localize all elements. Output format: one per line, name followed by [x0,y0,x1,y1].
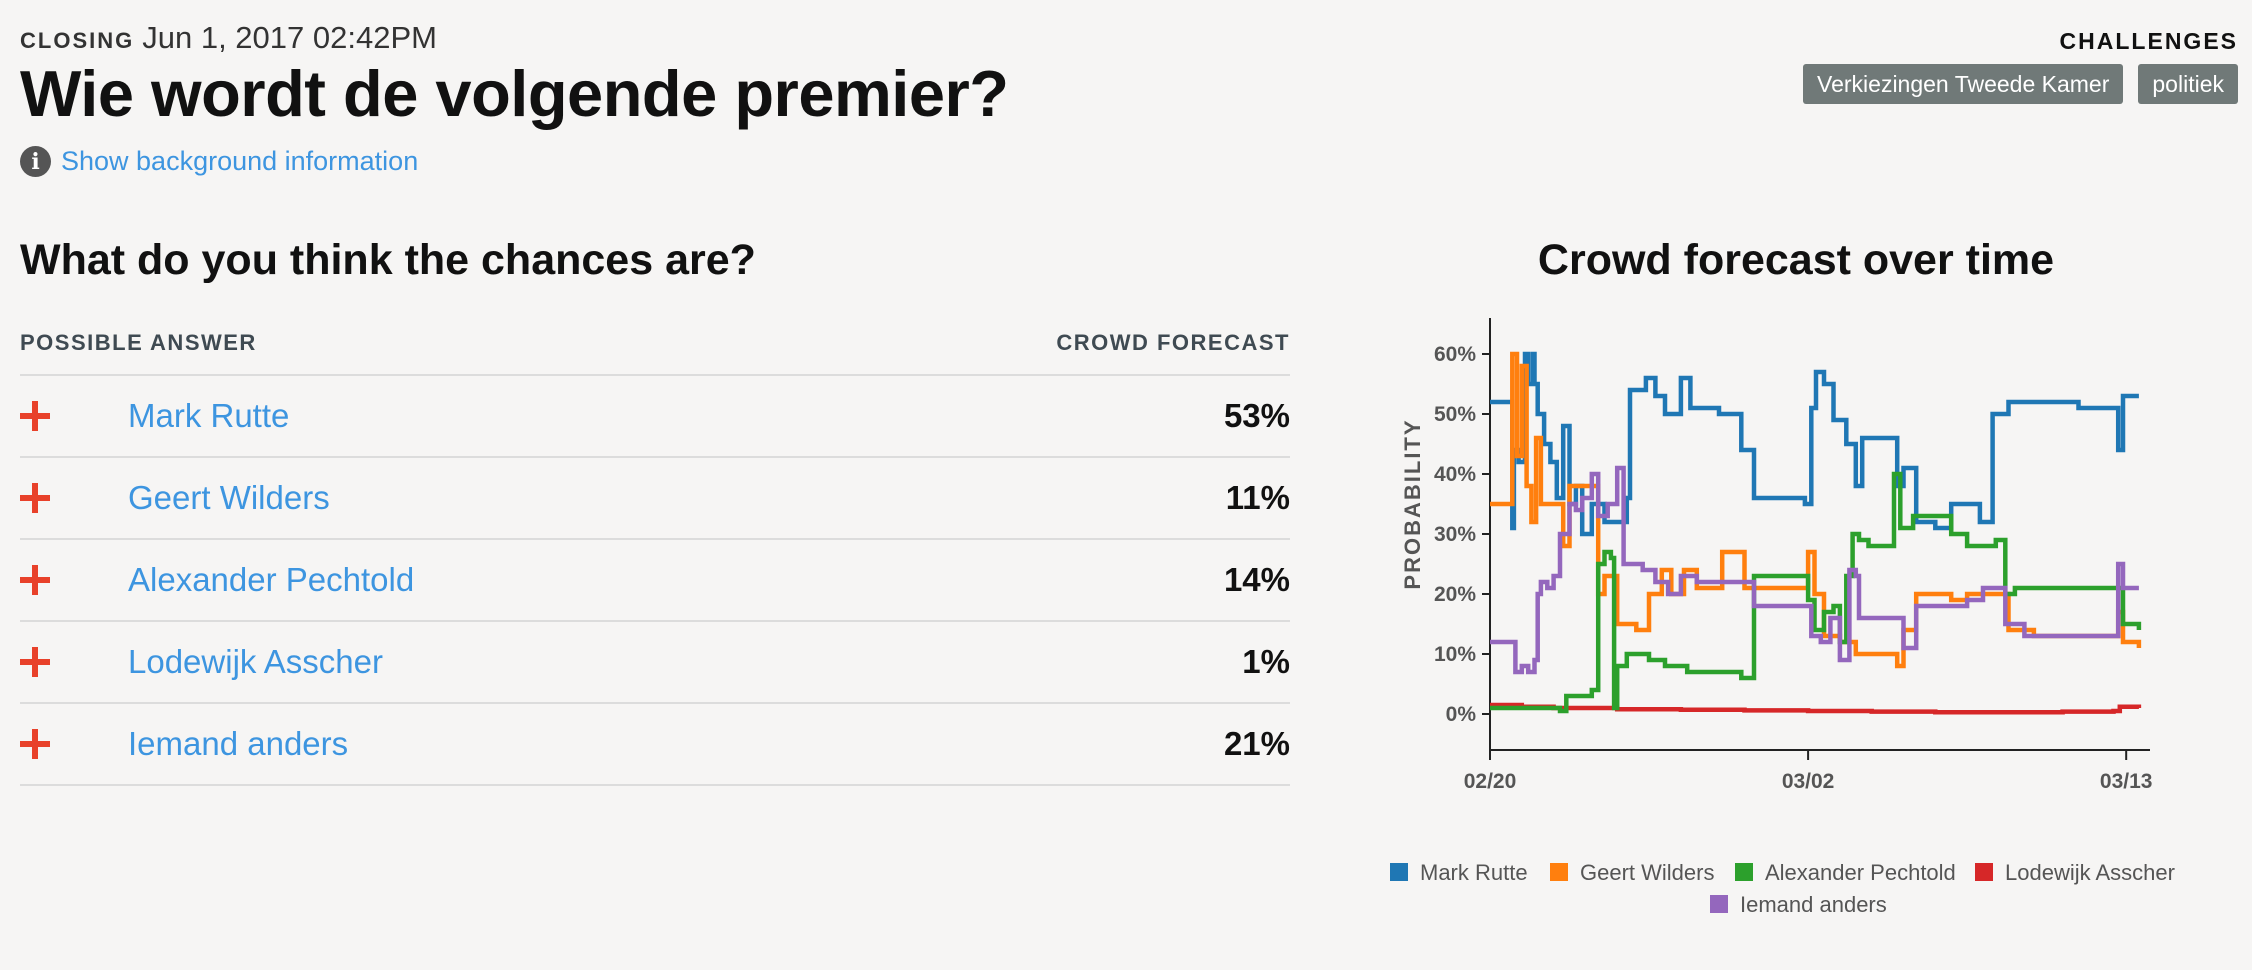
answers-table-header: POSSIBLE ANSWER CROWD FORECAST [20,330,1290,376]
col-possible-answer: POSSIBLE ANSWER [20,330,257,355]
closing-info: CLOSING Jun 1, 2017 02:42PM [20,20,437,56]
answer-name[interactable]: Lodewijk Asscher [128,643,383,680]
y-tick-label: 20% [1434,583,1476,606]
x-tick-label: 03/13 [2100,770,2153,793]
series-line-alexander-pechtold [1490,471,2142,714]
plus-icon[interactable] [20,727,54,761]
forecast-chart: 0% 10% 20% 30% 40% 50% 60% 02/20 03/02 03/13 PROBA… [1390,318,2175,917]
answers-table: POSSIBLE ANSWER CROWD FORECAST Mark Rutt… [20,330,1290,786]
answer-row: Iemand anders 21% [20,704,1290,786]
legend-swatch [1735,863,1753,881]
plus-icon[interactable] [20,481,54,515]
answer-name[interactable]: Iemand anders [128,725,349,762]
legend-swatch [1390,863,1408,881]
page-title: Wie wordt de volgende premier? [20,57,1009,130]
legend-swatch [1710,895,1728,913]
tag-verkiezingen[interactable]: Verkiezingen Tweede Kamer [1803,64,2124,104]
answer-name[interactable]: Mark Rutte [128,397,290,434]
series-line-mark-rutte [1490,351,2139,537]
legend-swatch [1550,863,1568,881]
y-tick-label: 0% [1446,703,1477,726]
closing-label: CLOSING [20,28,135,53]
answer-row: Mark Rutte 53% [20,376,1290,458]
plus-icon[interactable] [20,645,54,679]
y-tick-label: 40% [1434,463,1476,486]
answers-section-title: What do you think the chances are? [20,236,756,284]
series-line-iemand-anders [1490,465,2139,675]
closing-date: Jun 1, 2017 02:42PM [142,20,437,55]
answer-name[interactable]: Alexander Pechtold [128,561,415,598]
answer-name[interactable]: Geert Wilders [128,479,330,516]
legend-label: Alexander Pechtold [1765,860,1956,885]
answer-forecast: 21% [1223,725,1290,762]
answer-forecast: 14% [1223,561,1290,598]
legend-swatch [1975,863,1993,881]
answer-row: Geert Wilders 11% [20,458,1290,540]
legend-label: Mark Rutte [1420,860,1528,885]
col-crowd-forecast: CROWD FORECAST [1056,330,1290,355]
x-tick-label: 03/02 [1782,770,1835,793]
legend-label: Iemand anders [1740,892,1887,917]
y-tick-label: 60% [1434,343,1476,366]
answer-forecast: 1% [1242,643,1290,680]
y-tick-label: 50% [1434,403,1476,426]
challenges-label: CHALLENGES [2059,28,2238,54]
chart-section-title: Crowd forecast over time [1537,236,2055,284]
tag-politiek[interactable]: politiek [2138,64,2238,104]
info-icon: i [20,146,51,177]
x-tick-label: 02/20 [1464,770,1517,793]
background-info-label[interactable]: Show background information [61,146,419,176]
y-tick-label: 10% [1434,643,1476,666]
plus-icon[interactable] [20,563,54,597]
answer-row: Lodewijk Asscher 1% [20,622,1290,704]
challenge-tags: Verkiezingen Tweede Kamer politiek [1803,64,2238,104]
legend-label: Geert Wilders [1580,860,1714,885]
legend-label: Lodewijk Asscher [2005,860,2175,885]
answer-forecast: 53% [1223,397,1290,434]
y-axis-label: PROBABILITY [1400,418,1425,589]
background-info-link[interactable]: i Show background information [20,146,418,177]
answer-row: Alexander Pechtold 14% [20,540,1290,622]
answer-forecast: 11% [1225,479,1290,516]
series-line-lodewijk-asscher [1490,702,2142,715]
y-tick-label: 30% [1434,523,1476,546]
series-line-geert-wilders [1490,351,2142,669]
plus-icon[interactable] [20,399,54,433]
